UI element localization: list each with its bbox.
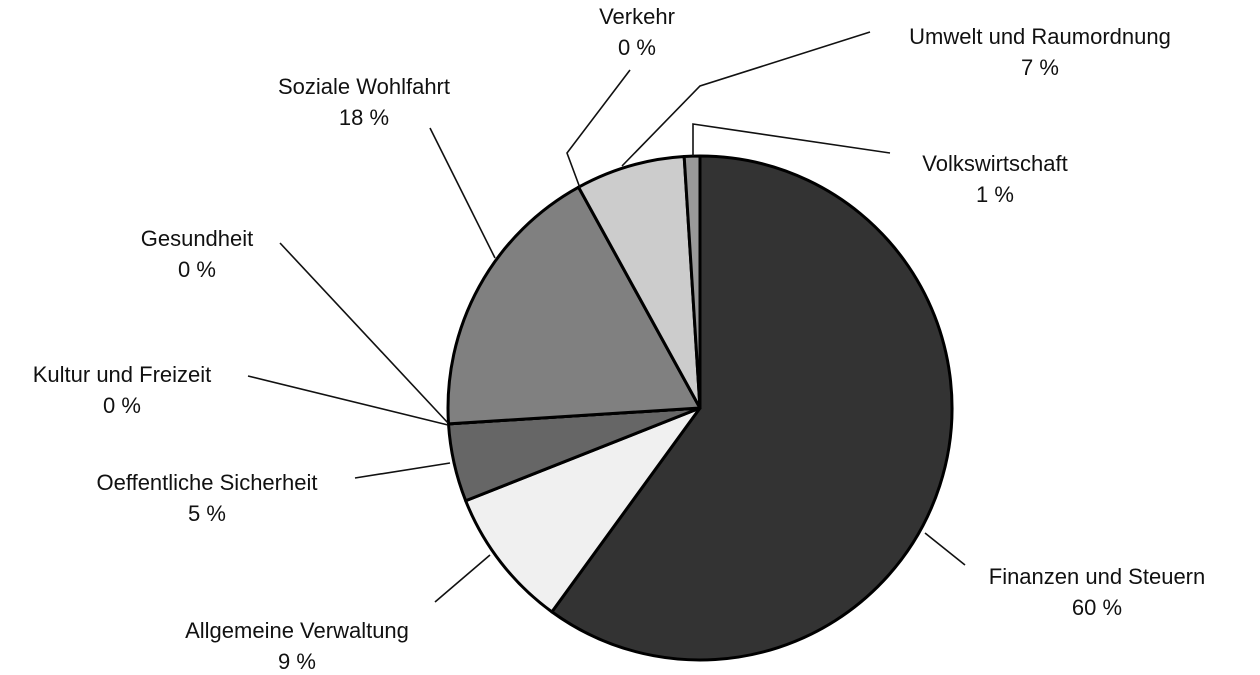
leader-line	[924, 532, 966, 566]
value-label: 0 %	[103, 393, 141, 418]
pie-slice	[464, 406, 702, 614]
value-label: 18 %	[339, 105, 389, 130]
pie-slice	[682, 154, 702, 410]
leader-line	[354, 462, 451, 479]
leader-line	[692, 123, 891, 156]
slice-label: Verkehr	[599, 4, 675, 29]
leader-line	[279, 242, 449, 424]
slice-label: Finanzen und Steuern	[989, 564, 1206, 589]
pie-slice	[446, 185, 702, 426]
slice-label: Oeffentliche Sicherheit	[97, 470, 318, 495]
slice-label: Kultur und Freizeit	[33, 362, 212, 387]
value-label: 60 %	[1072, 595, 1122, 620]
slice-label: Soziale Wohlfahrt	[278, 74, 450, 99]
value-label: 0 %	[618, 35, 656, 60]
slice-label: Volkswirtschaft	[922, 151, 1068, 176]
value-label: 1 %	[976, 182, 1014, 207]
leader-line	[566, 69, 631, 189]
value-label: 0 %	[178, 257, 216, 282]
value-label: 7 %	[1021, 55, 1059, 80]
slice-label: Umwelt und Raumordnung	[909, 24, 1171, 49]
leader-line	[621, 31, 871, 167]
leader-line	[429, 127, 496, 259]
value-label: 5 %	[188, 501, 226, 526]
pie-slice	[550, 154, 954, 662]
value-label: 9 %	[278, 649, 316, 670]
slice-label: Gesundheit	[141, 226, 254, 251]
leader-line	[434, 554, 491, 603]
pie-slice	[577, 154, 702, 410]
leader-line	[247, 375, 449, 426]
slice-label: Allgemeine Verwaltung	[185, 618, 409, 643]
